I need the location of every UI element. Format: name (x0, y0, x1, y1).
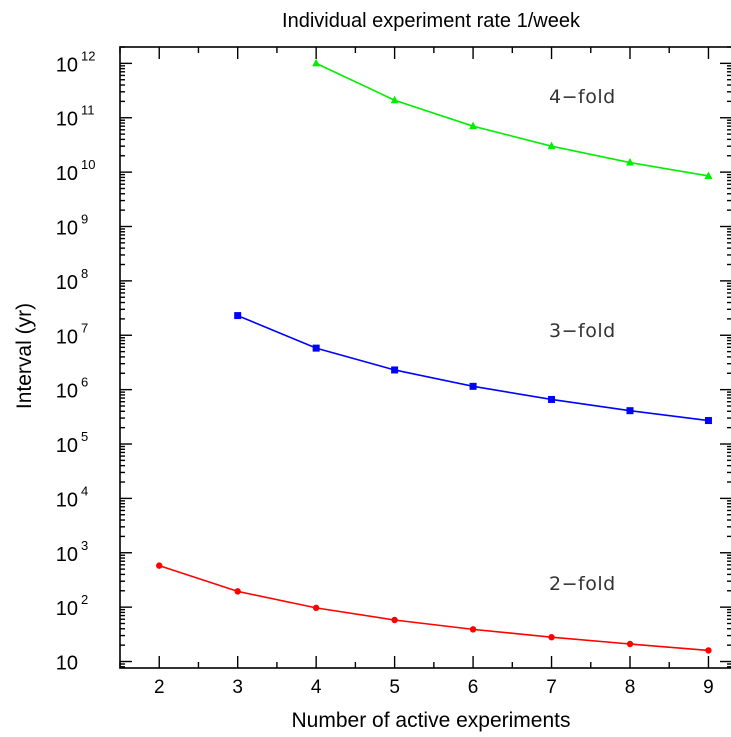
y-tick-label: 10 (56, 218, 78, 240)
series-layer (156, 58, 713, 654)
y-axis-label: Interval (yr) (13, 303, 36, 409)
data-point (312, 344, 320, 352)
y-tick-exponent: 12 (81, 48, 95, 63)
data-point (705, 647, 712, 654)
y-tick-exponent: 8 (81, 266, 88, 281)
x-axis: 2 3 4 5 6 7 8 9 (119, 47, 714, 698)
data-point (391, 366, 399, 374)
y-tick-label: 10 (56, 163, 78, 185)
data-point (156, 562, 163, 569)
y-tick-label: 10 (56, 326, 78, 348)
x-tick-label: 5 (389, 677, 400, 698)
data-point (548, 634, 555, 641)
y-tick-exponent: 11 (81, 103, 95, 118)
series-line-1 (237, 314, 709, 422)
data-point (548, 395, 556, 403)
x-axis-label: Number of active experiments (292, 709, 571, 732)
y-tick-label: 10 (56, 544, 78, 566)
y-tick-label: 10 (56, 598, 78, 620)
series-label-2-fold: 2−fold (549, 573, 616, 595)
y-tick-exponent: 2 (81, 592, 88, 607)
y-tick-label: 10 (56, 54, 78, 76)
data-point (312, 58, 321, 67)
data-point (704, 417, 712, 425)
data-point (390, 95, 399, 104)
series-line-0 (158, 564, 709, 652)
data-point (626, 158, 634, 166)
y-tick-exponent: 3 (81, 538, 88, 553)
data-point (469, 382, 477, 390)
data-point (626, 640, 634, 648)
series-label-4-fold: 4−fold (549, 86, 616, 108)
y-tick-label: 10 (56, 109, 78, 131)
x-tick-label: 4 (311, 677, 322, 698)
y-tick-exponent: 6 (81, 375, 88, 390)
x-tick-label: 3 (232, 677, 243, 698)
x-tick-label: 2 (154, 677, 165, 698)
y-tick-label: 10 (56, 435, 78, 457)
y-tick-label: 10 (56, 272, 78, 294)
series-label-3-fold: 3−fold (549, 320, 616, 342)
y-tick-exponent: 10 (81, 157, 95, 172)
data-point (547, 141, 556, 150)
data-point (469, 626, 477, 633)
data-point (234, 312, 242, 320)
x-tick-label: 6 (468, 677, 479, 698)
plot-frame (119, 46, 731, 669)
data-point (469, 121, 478, 130)
y-tick-exponent: 9 (81, 212, 88, 227)
x-tick-label: 9 (703, 677, 714, 698)
x-tick-label: 8 (625, 677, 636, 698)
y-tick-label: 10 (56, 489, 78, 511)
y-tick-exponent: 5 (81, 429, 88, 444)
series-line-2 (315, 62, 709, 177)
y-tick-label: 10 (56, 653, 78, 675)
data-point (391, 616, 398, 624)
data-point (704, 171, 713, 179)
data-point (312, 604, 320, 612)
data-point (234, 588, 241, 595)
data-point (626, 407, 634, 415)
x-tick-label: 7 (546, 677, 557, 698)
y-tick-exponent: 4 (81, 483, 88, 498)
y-tick-label: 10 (56, 381, 78, 403)
y-tick-exponent: 7 (81, 320, 88, 335)
chart-title: Individual experiment rate 1/week (282, 10, 581, 32)
